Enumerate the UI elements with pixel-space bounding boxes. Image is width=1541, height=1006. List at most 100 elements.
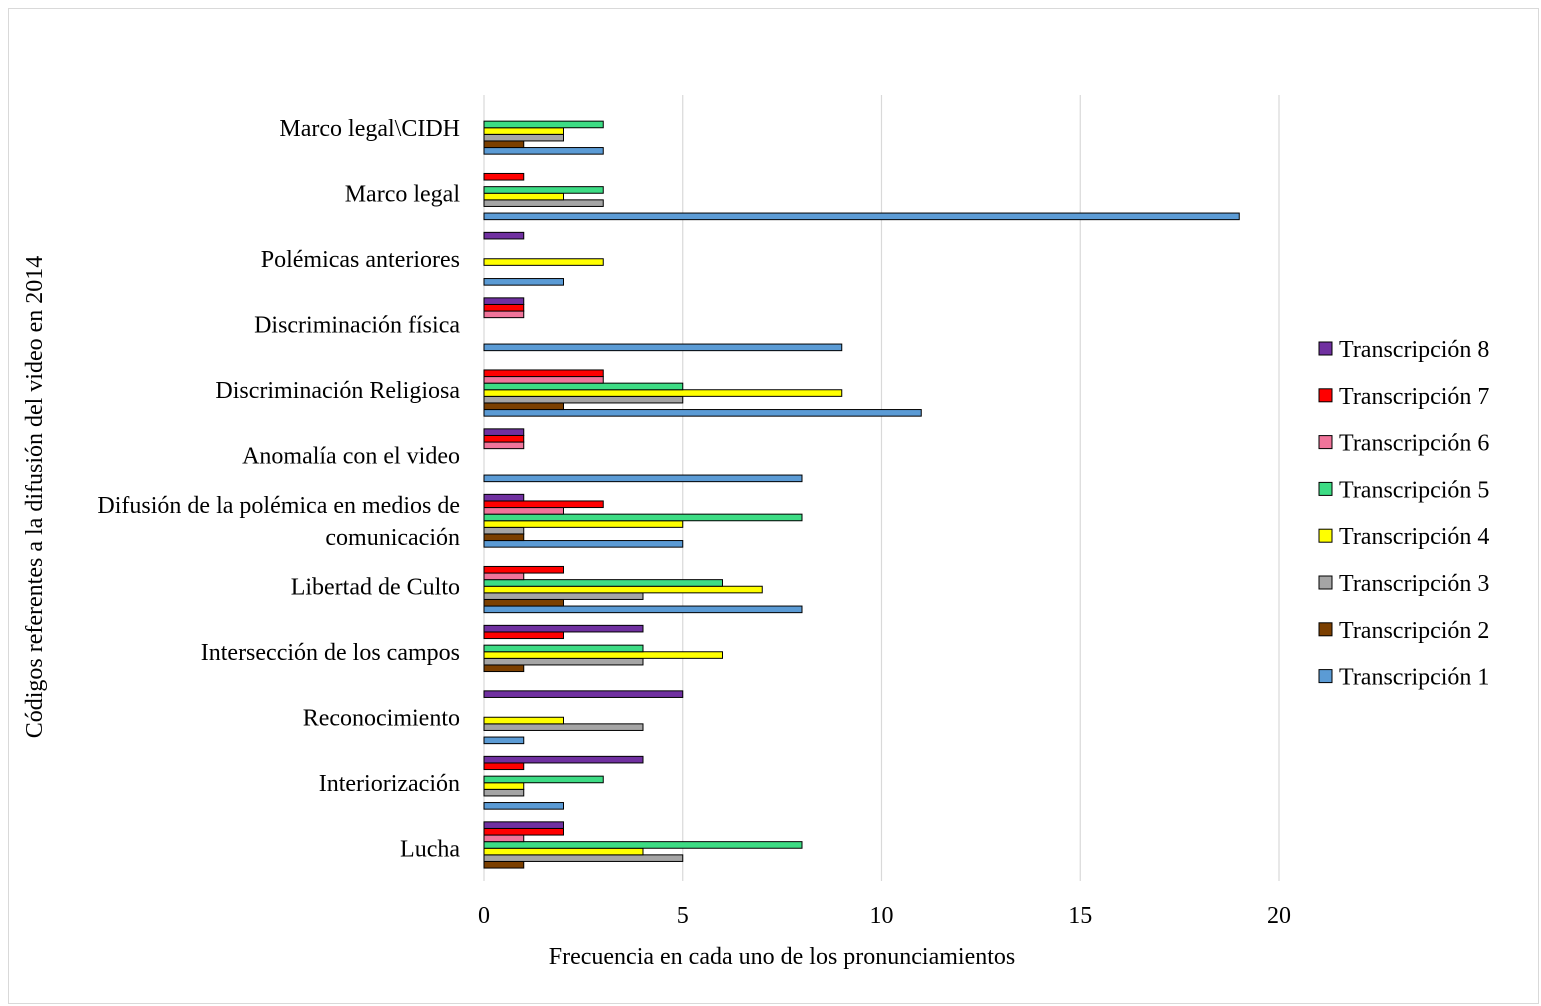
x-tick-label: 20 <box>1267 903 1291 929</box>
bar <box>483 402 564 411</box>
bar <box>483 723 644 731</box>
bar <box>483 474 803 483</box>
bar <box>483 572 525 581</box>
bar <box>483 657 644 666</box>
legend-label: Transcripción 5 <box>1339 477 1489 503</box>
category-label: Lucha <box>400 836 460 862</box>
bar <box>483 598 564 607</box>
gridlines <box>483 95 1280 881</box>
y-axis-title: Códigos referentes a la difusión del vid… <box>22 256 48 739</box>
x-tick-label: 5 <box>677 903 689 929</box>
bar <box>483 821 564 829</box>
bar <box>483 507 564 515</box>
bar <box>483 310 525 319</box>
bar <box>483 140 525 149</box>
x-axis-title: Frecuencia en cada uno de los pronunciam… <box>549 944 1016 970</box>
legend-swatch <box>1318 481 1333 496</box>
bar <box>483 775 604 784</box>
legend: Transcripción 8 Transcripción 7 Transcripc… <box>1318 337 1489 691</box>
bar <box>483 624 644 633</box>
bar <box>483 834 525 843</box>
bar <box>483 802 564 810</box>
legend-label: Transcripción 4 <box>1339 524 1489 550</box>
bar <box>483 605 803 614</box>
category-label: Discriminación física <box>254 312 460 338</box>
bar <box>483 493 525 502</box>
bar <box>483 172 525 181</box>
bar <box>483 376 604 384</box>
category-labels: Lucha Interiorización Reconocimiento Inters… <box>97 116 461 862</box>
bar <box>483 147 604 155</box>
bar <box>483 854 684 862</box>
bar <box>483 788 525 797</box>
legend-label: Transcripción 6 <box>1339 431 1489 457</box>
bar <box>483 343 843 352</box>
bar <box>483 199 604 207</box>
bar <box>483 303 525 312</box>
bar <box>483 860 525 869</box>
bar <box>483 540 684 548</box>
bar <box>483 651 723 659</box>
bar <box>483 395 684 404</box>
bar <box>483 782 525 790</box>
category-label: Marco legal\CIDH <box>279 116 460 142</box>
bar <box>483 847 644 856</box>
bar <box>483 258 604 266</box>
bar <box>483 565 564 574</box>
legend-swatch <box>1318 388 1333 403</box>
legend-swatch <box>1318 622 1333 637</box>
bar <box>483 133 564 142</box>
bar <box>483 127 564 135</box>
bar <box>483 186 604 194</box>
category-label: comunicación <box>325 525 460 551</box>
bar <box>483 664 525 673</box>
bar <box>483 369 604 378</box>
category-label: Polémicas anteriores <box>261 247 460 273</box>
bar <box>483 755 644 764</box>
bar <box>483 434 525 443</box>
bar <box>483 520 684 528</box>
legend-label: Transcripción 7 <box>1339 384 1489 410</box>
bars <box>483 120 1240 869</box>
bar <box>483 533 525 542</box>
bar <box>483 297 525 305</box>
bar <box>483 382 684 391</box>
bar <box>483 231 525 240</box>
bar <box>483 526 525 535</box>
bar <box>483 690 684 698</box>
bar <box>483 827 564 836</box>
bar <box>483 579 723 587</box>
bar <box>483 716 564 725</box>
bar <box>483 441 525 450</box>
bar <box>483 513 803 522</box>
legend-label: Transcripción 2 <box>1339 618 1489 644</box>
bar <box>483 631 564 640</box>
category-label: Reconocimiento <box>303 705 460 731</box>
category-label: Libertad de Culto <box>291 574 460 600</box>
category-label: Anomalía con el video <box>242 443 460 469</box>
x-tick-labels: 0 5 10 15 20 <box>478 903 1291 929</box>
chart-container: Lucha Interiorización Reconocimiento Inters… <box>8 8 1539 1004</box>
legend-label: Transcripción 1 <box>1339 665 1489 691</box>
legend-label: Transcripción 8 <box>1339 337 1489 363</box>
x-tick-label: 10 <box>870 903 894 929</box>
bar <box>483 192 564 201</box>
bar <box>483 278 564 286</box>
category-label: Discriminación Religiosa <box>215 378 460 404</box>
legend-label: Transcripción 3 <box>1339 571 1489 597</box>
legend-swatch <box>1318 669 1333 684</box>
bar <box>483 736 525 745</box>
legend-swatch <box>1318 528 1333 543</box>
bar <box>483 762 525 771</box>
legend-swatch <box>1318 575 1333 590</box>
category-label: Marco legal <box>345 181 461 207</box>
bar <box>483 428 525 436</box>
x-tick-label: 0 <box>478 903 490 929</box>
legend-swatch <box>1318 435 1333 450</box>
category-label: Intersección de los campos <box>201 640 460 666</box>
bar <box>483 841 803 849</box>
category-label: Interiorización <box>319 771 460 797</box>
bar <box>483 644 644 653</box>
bar <box>483 592 644 600</box>
bar <box>483 212 1240 221</box>
